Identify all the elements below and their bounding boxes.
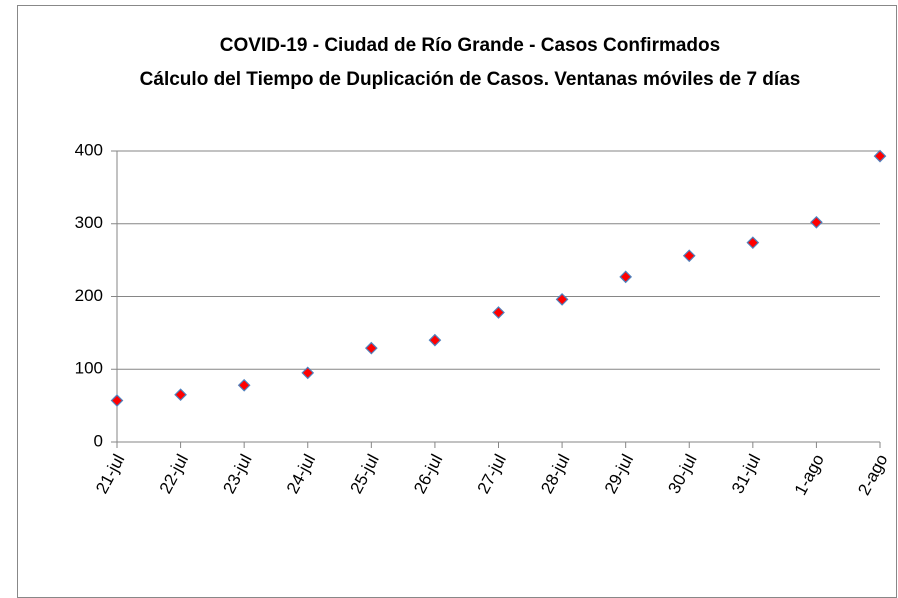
marker (174, 388, 187, 402)
marker (682, 249, 696, 263)
chart-border (17, 5, 897, 598)
marker (492, 306, 505, 319)
marker (746, 236, 760, 250)
y-tick-label: 200 (75, 286, 103, 305)
y-tick-label: 100 (75, 359, 103, 378)
y-tick-label: 400 (75, 140, 103, 159)
y-tick-label: 300 (75, 213, 103, 232)
marker (810, 215, 823, 229)
marker (364, 341, 378, 355)
marker (428, 333, 442, 347)
marker (555, 293, 569, 306)
chart-title: COVID-19 - Ciudad de Río Grande - Casos … (220, 35, 720, 56)
marker (301, 366, 315, 380)
y-tick-label: 0 (94, 431, 103, 450)
marker (237, 378, 251, 392)
chart-subtitle: Cálculo del Tiempo de Duplicación de Cas… (140, 69, 801, 90)
marker (873, 149, 887, 163)
marker (619, 270, 633, 284)
marker (110, 394, 124, 407)
